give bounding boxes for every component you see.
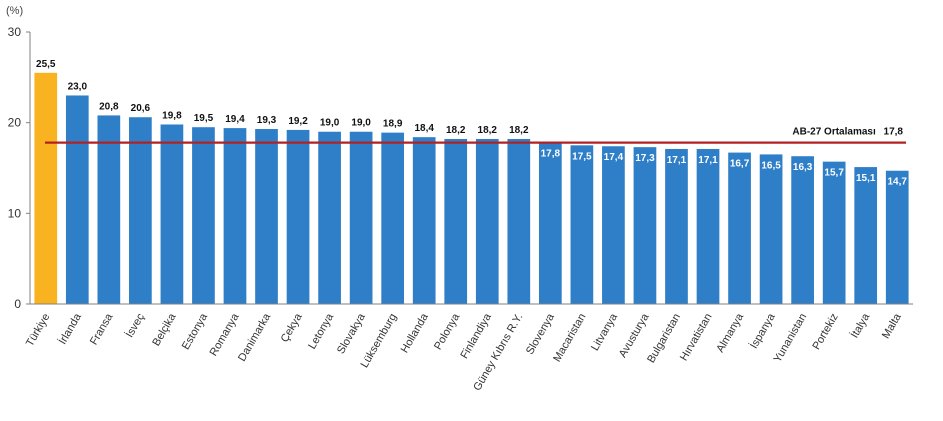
bar-value-label: 17,8 — [541, 149, 561, 160]
x-tick-label: Portekiz — [810, 312, 840, 352]
bar-value-label: 18,4 — [414, 123, 434, 134]
bar — [507, 138, 531, 304]
bar — [65, 95, 89, 304]
x-tick-label: Polonya — [432, 311, 463, 352]
x-axis-tick-labels: Türkiye İrlanda Fransa İsveç Belçika EstonyaR… — [24, 310, 904, 393]
x-tick-label: Estonya — [180, 311, 211, 352]
x-tick-label: İspanya — [747, 310, 778, 351]
x-tick-label: İsveç — [123, 311, 147, 340]
x-tick-label: Romanya — [208, 311, 242, 359]
x-tick-label: Letonya — [306, 311, 336, 352]
bar — [475, 138, 499, 304]
x-tick-label: Slovakya — [335, 311, 368, 356]
bar-value-label: 19,8 — [162, 110, 182, 121]
bar — [412, 137, 436, 304]
y-tick-label: 20 — [8, 116, 22, 130]
bar-value-label: 16,5 — [761, 160, 781, 171]
y-axis-unit-label: (%) — [6, 5, 23, 17]
bar-value-label: 18,2 — [478, 125, 498, 136]
x-tick-label: Avusturya — [617, 311, 652, 360]
bar — [728, 152, 751, 304]
bar — [192, 127, 215, 304]
bar-value-label: 18,2 — [446, 125, 466, 136]
bar — [34, 72, 58, 304]
bar — [97, 115, 121, 304]
bar — [696, 148, 720, 304]
y-axis-ticks: 0 10 20 30 — [8, 25, 30, 311]
x-tick-label: Belçika — [150, 311, 179, 348]
bar-value-label: 17,1 — [667, 155, 687, 166]
bar-value-label: 17,1 — [698, 155, 718, 166]
bar — [665, 148, 688, 304]
bar — [129, 117, 152, 304]
x-tick-label: İtalya — [848, 310, 873, 340]
bar-value-label: 16,7 — [730, 159, 750, 170]
x-tick-label: Danimarka — [236, 311, 273, 364]
y-tick-label: 0 — [14, 297, 21, 311]
bar-value-label: 19,0 — [320, 118, 340, 129]
bar-value-label: 16,3 — [793, 162, 813, 173]
bar — [349, 131, 373, 304]
bar-value-label: 23,0 — [68, 81, 88, 92]
bar — [255, 129, 278, 304]
reference-line-name: AB-27 Ortalaması — [792, 127, 876, 138]
x-tick-label: Çekya — [279, 311, 305, 345]
bar — [759, 154, 783, 304]
bar — [570, 145, 594, 304]
y-tick-label: 10 — [8, 206, 22, 220]
x-tick-label: Fransa — [88, 311, 116, 347]
bar-value-label: 17,4 — [604, 152, 624, 163]
y-tick-label: 30 — [8, 25, 22, 39]
bar — [791, 156, 814, 304]
bar-value-label: 18,2 — [509, 125, 529, 136]
bar-value-label: 14,7 — [887, 177, 907, 188]
bar — [444, 138, 468, 304]
x-tick-label: Macaristan — [551, 312, 588, 365]
bar — [223, 128, 247, 304]
x-tick-label: Türkiye — [24, 312, 52, 349]
bar-value-label: 19,4 — [225, 114, 245, 125]
x-tick-label: Slovenya — [524, 311, 557, 357]
bar-value-label: 18,9 — [383, 119, 403, 130]
bar-value-label: 15,7 — [824, 168, 844, 179]
bar — [538, 142, 562, 304]
bar — [381, 132, 405, 304]
x-tick-label: Hırvatistan — [678, 312, 715, 364]
bar — [885, 170, 909, 304]
bar-value-label: 20,8 — [99, 101, 119, 112]
bar-value-label: 17,3 — [635, 153, 655, 164]
bar — [633, 147, 657, 304]
bar-value-label: 19,5 — [194, 113, 214, 124]
value-labels-group: 25,5 23,0 20,8 20,6 19,8 19,5 19,4 19,3 19,2 19,0… — [36, 59, 907, 188]
bar-value-label: 17,5 — [572, 151, 592, 162]
bar — [602, 146, 625, 304]
x-tick-label: Hollanda — [399, 311, 432, 355]
x-tick-label: İrlanda — [56, 310, 85, 346]
bar — [822, 161, 846, 304]
bar — [854, 167, 878, 304]
bar-value-label: 19,2 — [288, 116, 308, 127]
bar-value-label: 19,3 — [257, 115, 277, 126]
bar-value-label: 20,6 — [131, 103, 151, 114]
bars-group — [34, 72, 909, 304]
bar-value-label: 19,0 — [351, 118, 371, 129]
bar-value-label: 15,1 — [856, 173, 876, 184]
bar — [286, 129, 310, 304]
x-tick-label: Litvanya — [589, 311, 620, 353]
reference-line-label: AB-27 Ortalaması 17,8 — [792, 127, 903, 138]
reference-line-value: 17,8 — [884, 127, 904, 138]
x-tick-label: Almanya — [714, 311, 746, 355]
bar — [160, 124, 184, 304]
x-tick-label: Finlandiya — [458, 311, 494, 361]
bar-value-label: 25,5 — [36, 59, 56, 70]
bar — [318, 131, 341, 304]
x-tick-label: Malta — [880, 311, 904, 341]
x-tick-label: Yunanistan — [772, 312, 810, 365]
